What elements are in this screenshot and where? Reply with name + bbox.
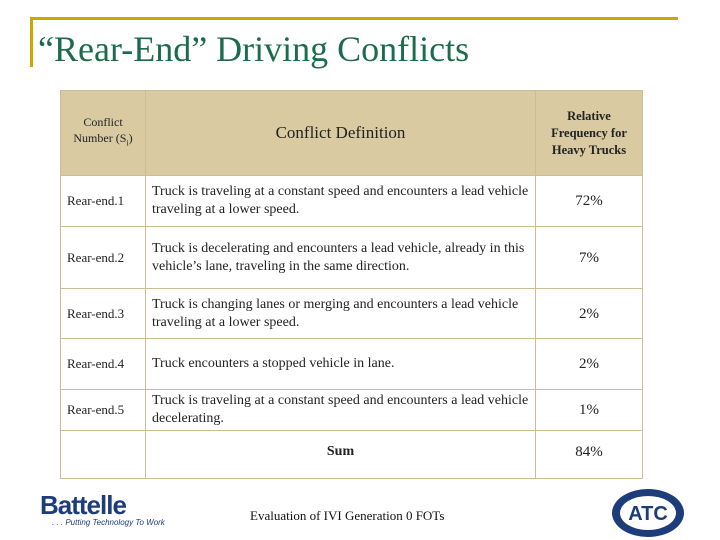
cell: Truck is traveling at a constant speed a… [145, 175, 536, 227]
cell: Truck is decelerating and encounters a l… [145, 226, 536, 289]
cell: 2% [535, 338, 643, 390]
battelle-tagline: . . . Putting Technology To Work [52, 518, 165, 527]
footer-text: Evaluation of IVI Generation 0 FOTs [250, 508, 445, 523]
cell: Truck is changing lanes or merging and e… [145, 288, 536, 339]
table-row: Rear-end.3 Truck is changing lanes or mer… [60, 288, 643, 339]
table-row: Rear-end.2 Truck is decelerating and enco… [60, 226, 643, 289]
sum-row: Sum 84% [60, 430, 643, 479]
cell: 72% [535, 175, 643, 227]
logo-inner [620, 496, 676, 530]
cell [60, 430, 146, 479]
header-text: ) [128, 131, 133, 146]
cell: Rear-end.2 [60, 226, 146, 289]
atc-text: ATC [628, 503, 668, 525]
cell: 1% [535, 389, 643, 431]
battelle-logo: Battelle [40, 490, 127, 520]
sum-value: 84% [535, 430, 643, 479]
cell: Truck encounters a stopped vehicle in la… [145, 338, 536, 390]
conflict-table: Conflict Number (Si) Conflict Definition… [60, 90, 643, 479]
rule [30, 17, 33, 67]
table-row: Rear-end.5 Truck is traveling at a consta… [60, 389, 643, 431]
cell: Rear-end.3 [60, 288, 146, 339]
header-row: Conflict Number (Si) Conflict Definition… [60, 90, 643, 176]
table-row: Rear-end.4 Truck encounters a stopped veh… [60, 338, 643, 390]
cell: Rear-end.4 [60, 338, 146, 390]
table-body: Rear-end.1 Truck is traveling at a consta… [60, 175, 643, 431]
cell: Rear-end.1 [60, 175, 146, 227]
header-text: Conflict Number (S [73, 115, 127, 146]
header-subscript: i [126, 138, 129, 148]
cell: 2% [535, 288, 643, 339]
header-cell: Conflict Number (Si) [60, 90, 146, 176]
header-cell: Conflict Definition [145, 90, 536, 176]
rule [30, 17, 678, 20]
atc-logo: ATC [612, 489, 684, 537]
header-cell: Relative Frequency for Heavy Trucks [535, 90, 643, 176]
cell: Rear-end.5 [60, 389, 146, 431]
sum-label: Sum [145, 430, 536, 479]
cell: 7% [535, 226, 643, 289]
title: “Rear-End” Driving Conflicts [38, 29, 470, 69]
cell: Truck is traveling at a constant speed a… [145, 389, 536, 431]
table-row: Rear-end.1 Truck is traveling at a consta… [60, 175, 643, 227]
